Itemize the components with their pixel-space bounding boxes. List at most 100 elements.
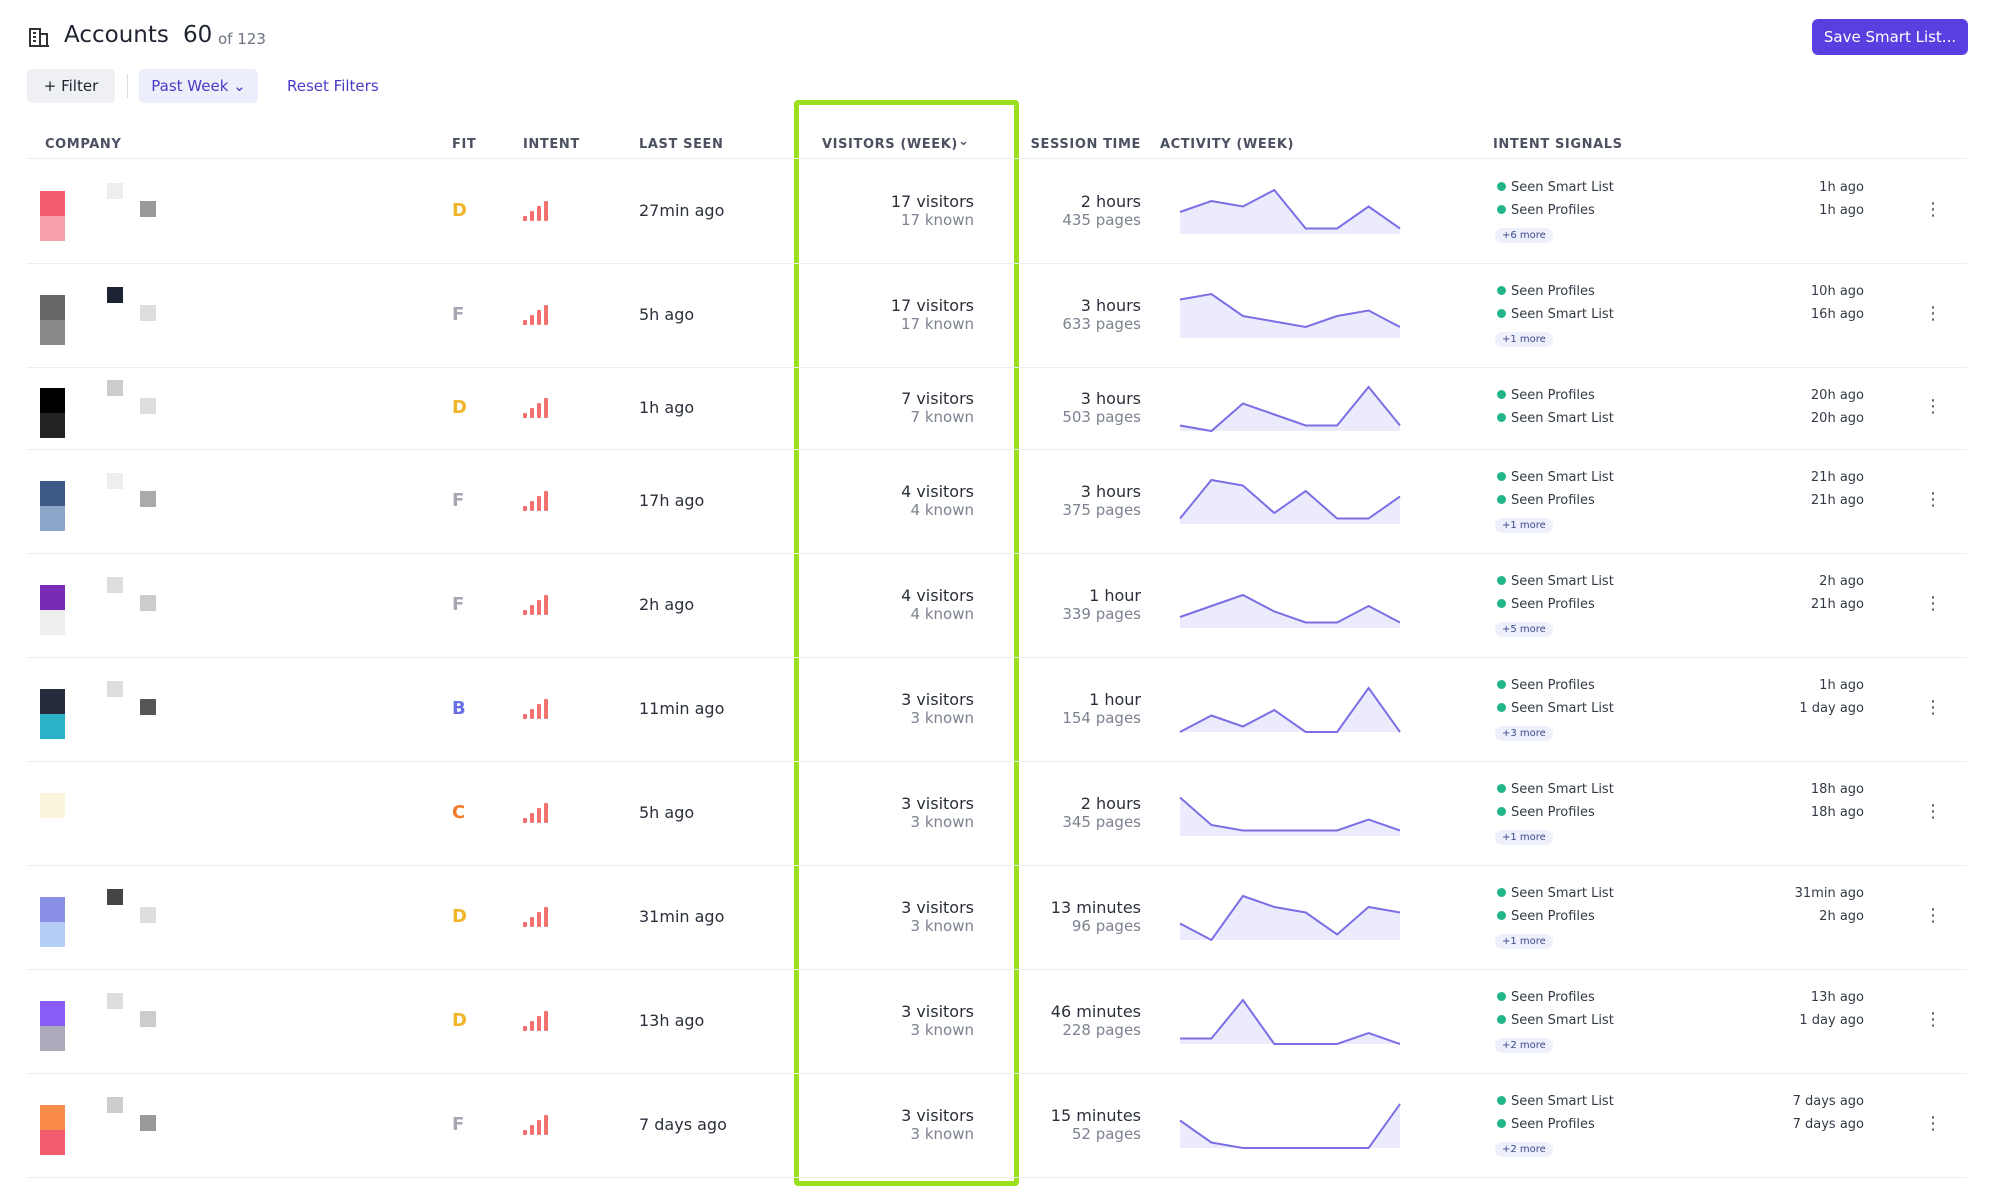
signal-label: Seen Smart List [1511,1013,1614,1028]
sparkline-area [1180,896,1400,940]
signal-time: 16h ago [1810,307,1864,322]
row-rule [27,449,1967,450]
row-rule [27,657,1967,658]
signal-time: 31min ago [1794,886,1864,901]
signal: Seen Smart List [1497,470,1614,485]
pages: 228 pages [1062,1021,1141,1039]
signal-time: 2h ago [1819,574,1864,589]
logo-block [40,481,65,506]
more-badge[interactable]: +1 more [1495,934,1553,949]
signal: Seen Profiles [1497,203,1595,218]
signal: Seen Smart List [1497,180,1614,195]
logo-block [107,287,123,303]
plus-icon: + [43,77,62,95]
pages: 96 pages [1071,917,1141,935]
pages: 633 pages [1062,315,1141,333]
more-badge[interactable]: +6 more [1495,228,1553,243]
logo-block [40,388,65,413]
logo-block [40,714,65,739]
fit-grade: D [452,200,467,221]
logo-block [40,610,65,635]
row-menu[interactable]: ⋮ [1924,593,1942,614]
more-badge[interactable]: +1 more [1495,332,1553,347]
logo-block [40,413,65,438]
row-menu[interactable]: ⋮ [1924,396,1942,417]
signal-label: Seen Profiles [1511,388,1595,403]
more-badge[interactable]: +2 more [1495,1038,1553,1053]
row-menu[interactable]: ⋮ [1924,801,1942,822]
signal-dot [1497,205,1506,214]
session-time: 1 hour [1089,586,1141,605]
signal-label: Seen Smart List [1511,411,1614,426]
sparkline-line [1180,998,1401,1045]
reset-filters[interactable]: Reset Filters [287,77,379,95]
signal-time: 21h ago [1810,470,1864,485]
sparkline [1179,593,1401,628]
sparkline-area [1180,294,1400,338]
signal: Seen Profiles [1497,1117,1595,1132]
signal-dot [1497,309,1506,318]
more-badge[interactable]: +1 more [1495,518,1553,533]
signal-label: Seen Smart List [1511,886,1614,901]
sparkline-line [1179,292,1401,329]
period-label: Past Week [151,77,229,95]
row-rule [27,1073,1967,1074]
signal-dot [1497,1015,1506,1024]
signal-label: Seen Profiles [1511,909,1595,924]
logo-block [140,907,156,923]
signal: Seen Profiles [1497,990,1595,1005]
filter-button[interactable]: + Filter [27,69,115,103]
row-rule [27,761,1967,762]
signal-dot [1497,680,1506,689]
last-seen: 5h ago [639,305,695,324]
save-button[interactable]: Save Smart List... [1812,19,1968,55]
more-badge[interactable]: +2 more [1495,1142,1553,1157]
row-menu[interactable]: ⋮ [1924,1009,1942,1030]
intent-icon [523,1115,549,1135]
row-menu[interactable]: ⋮ [1924,199,1942,220]
visitors: 3 visitors [901,1002,974,1021]
period-dropdown[interactable]: Past Week ⌄ [139,69,258,103]
signal-label: Seen Profiles [1511,678,1595,693]
signal-label: Seen Smart List [1511,180,1614,195]
sparkline [1179,292,1401,338]
row-menu[interactable]: ⋮ [1924,905,1942,926]
building-icon [29,28,49,47]
signal: Seen Profiles [1497,388,1595,403]
more-badge[interactable]: +3 more [1495,726,1553,741]
signal: Seen Smart List [1497,886,1614,901]
row-menu[interactable]: ⋮ [1924,1113,1942,1134]
signal-time: 1 day ago [1799,1013,1864,1028]
last-seen: 11min ago [639,699,725,718]
signal: Seen Smart List [1497,574,1614,589]
signal-label: Seen Smart List [1511,782,1614,797]
pages: 435 pages [1062,211,1141,229]
signal-time: 18h ago [1810,782,1864,797]
row-menu[interactable]: ⋮ [1924,303,1942,324]
sparkline-area [1180,1104,1400,1148]
fit-grade: C [452,802,466,823]
visitors: 7 visitors [901,389,974,408]
pages: 375 pages [1062,501,1141,519]
header-rule [27,158,1967,159]
sparkline-line [1179,796,1401,832]
signal-dot [1497,888,1506,897]
sparkline-area [1180,797,1400,836]
last-seen: 17h ago [639,491,705,510]
sparkline-line [1179,188,1401,230]
logo-block [107,380,123,396]
signal: Seen Profiles [1497,493,1595,508]
sparkline [1179,686,1401,733]
more-badge[interactable]: +5 more [1495,622,1553,637]
row-menu[interactable]: ⋮ [1924,489,1942,510]
signal-dot [1497,390,1506,399]
count: 60 [183,22,213,48]
signal-dot [1497,784,1506,793]
known: 3 known [910,813,974,831]
more-badge[interactable]: +1 more [1495,830,1553,845]
row-menu[interactable]: ⋮ [1924,697,1942,718]
fit-grade: B [452,698,466,719]
logo-block [140,1011,156,1027]
sparkline-area [1180,595,1400,628]
total: of 123 [218,30,266,48]
